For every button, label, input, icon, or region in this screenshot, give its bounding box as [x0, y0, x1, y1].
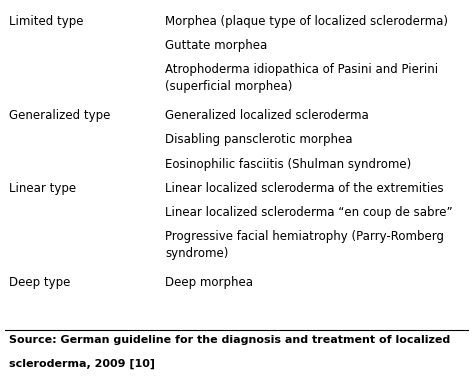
Text: Generalized type: Generalized type: [9, 109, 111, 122]
Text: Guttate morphea: Guttate morphea: [165, 39, 267, 52]
Text: Morphea (plaque type of localized scleroderma): Morphea (plaque type of localized sclero…: [165, 15, 448, 28]
Text: Atrophoderma idiopathica of Pasini and Pierini
(superficial morphea): Atrophoderma idiopathica of Pasini and P…: [165, 63, 438, 93]
Text: Linear type: Linear type: [9, 182, 76, 195]
Text: Deep morphea: Deep morphea: [165, 276, 253, 289]
Text: Eosinophilic fasciitis (Shulman syndrome): Eosinophilic fasciitis (Shulman syndrome…: [165, 158, 411, 171]
Text: Limited type: Limited type: [9, 15, 84, 28]
Text: Disabling pansclerotic morphea: Disabling pansclerotic morphea: [165, 133, 353, 146]
Text: Progressive facial hemiatrophy (Parry-Romberg
syndrome): Progressive facial hemiatrophy (Parry-Ro…: [165, 230, 444, 260]
Text: Linear localized scleroderma “en coup de sabre”: Linear localized scleroderma “en coup de…: [165, 206, 453, 219]
Text: Generalized localized scleroderma: Generalized localized scleroderma: [165, 109, 369, 122]
Text: Linear localized scleroderma of the extremities: Linear localized scleroderma of the extr…: [165, 182, 444, 195]
Text: scleroderma, 2009 [10]: scleroderma, 2009 [10]: [9, 358, 155, 369]
Text: Source: German guideline for the diagnosis and treatment of localized: Source: German guideline for the diagnos…: [9, 335, 451, 345]
Text: Deep type: Deep type: [9, 276, 71, 289]
